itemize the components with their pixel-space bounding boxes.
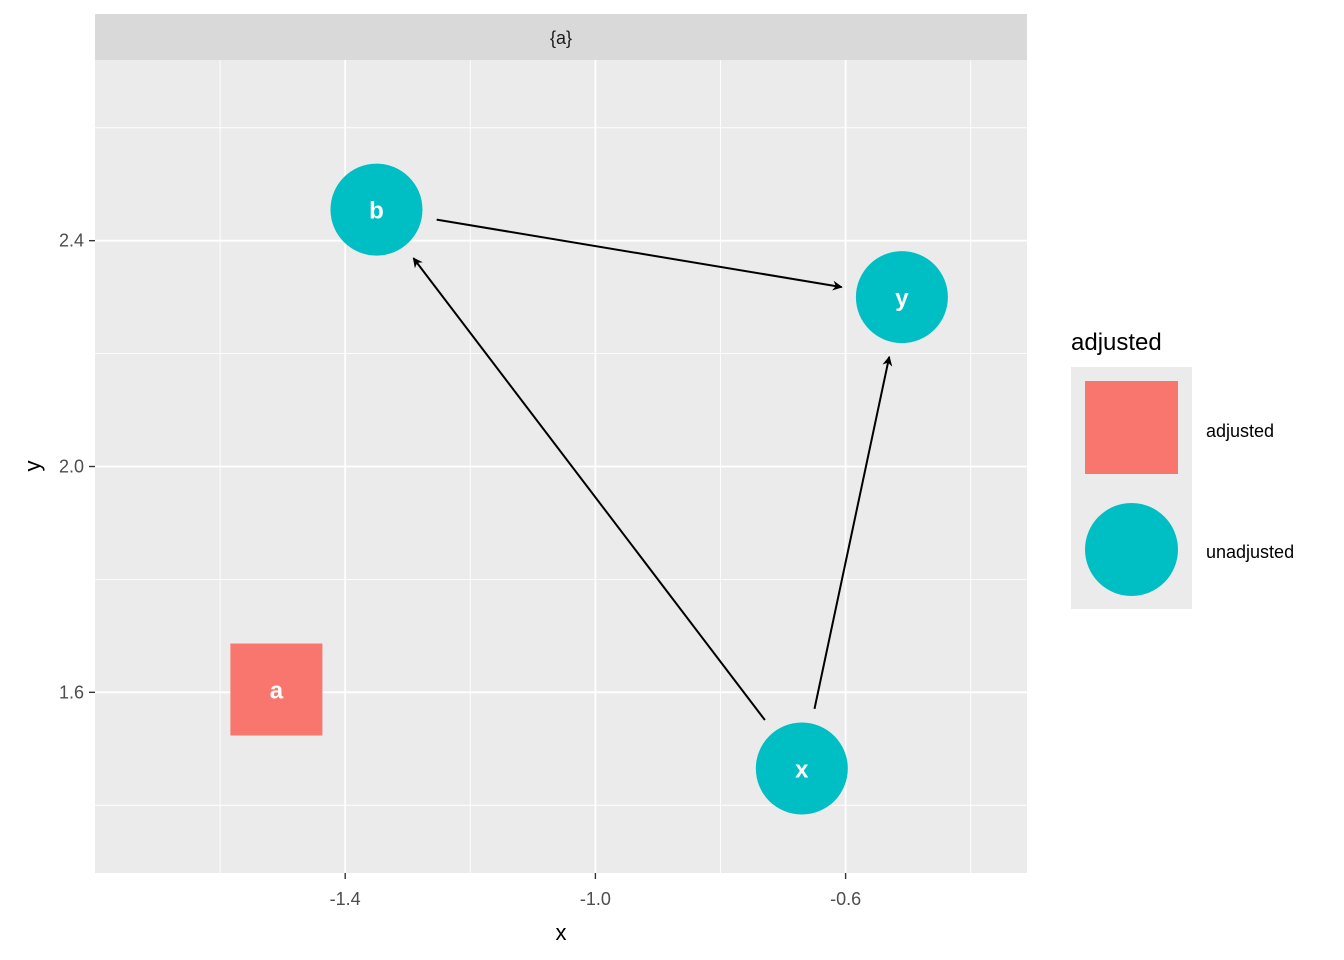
y-tick-label: 2.4: [59, 231, 84, 251]
edge-x-to-y: [813, 355, 893, 710]
node-label-a: a: [270, 678, 284, 705]
x-tick-label: -0.6: [830, 889, 861, 909]
y-axis-title: y: [20, 461, 45, 472]
x-tick-label: -1.4: [330, 889, 361, 909]
node-label-y: y: [895, 285, 909, 312]
y-axis-ticks: 1.6 2.0 2.4: [59, 231, 95, 702]
dag-edges: [412, 218, 893, 721]
legend-key-adjusted: [1085, 381, 1178, 474]
legend-key-unadjusted: [1085, 503, 1178, 596]
legend-label-unadjusted: unadjusted: [1206, 542, 1294, 562]
dag-nodes: a b y x: [230, 163, 948, 815]
x-axis-title: x: [556, 920, 567, 945]
y-tick-label: 2.0: [59, 457, 84, 477]
x-axis-ticks: -1.4 -1.0 -0.6: [330, 873, 861, 909]
edge-x-to-b: [412, 257, 766, 721]
strip-background: [95, 14, 1027, 60]
node-b: [330, 163, 423, 256]
legend-label-adjusted: adjusted: [1206, 421, 1274, 441]
facet-strip-label: {a}: [550, 28, 572, 48]
y-tick-label: 1.6: [59, 682, 84, 702]
node-y: [855, 251, 948, 344]
x-tick-label: -1.0: [580, 889, 611, 909]
legend: adjusted adjusted unadjusted: [1071, 329, 1294, 609]
node-a: [230, 643, 323, 736]
node-label-x: x: [795, 757, 809, 784]
edge-b-to-y: [436, 218, 843, 291]
node-x: [755, 722, 848, 815]
node-label-b: b: [369, 198, 384, 225]
legend-title: adjusted: [1071, 329, 1162, 356]
